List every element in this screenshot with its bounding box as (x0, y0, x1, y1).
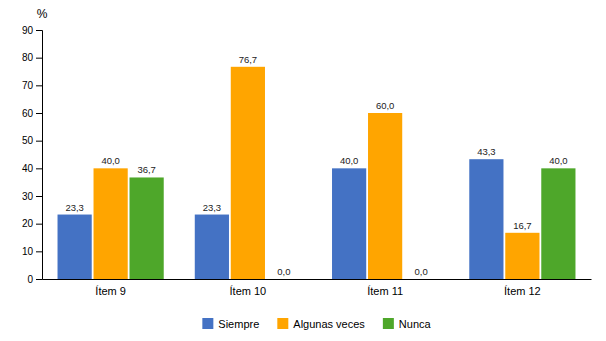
tick: Ítem 9 (95, 279, 126, 297)
series (130, 168, 576, 279)
tick-label: Ítem 12 (504, 285, 541, 297)
data-label: 23,3 (203, 202, 222, 213)
legend-item: Siempre (202, 318, 259, 330)
legend-item: Algunas veces (277, 318, 365, 330)
legend-swatch (202, 318, 213, 329)
tick-mark (36, 168, 42, 169)
bar (404, 279, 438, 280)
bars (58, 67, 576, 279)
data-label: 40,0 (549, 155, 568, 166)
tick: 40 (22, 163, 42, 174)
tick: 0 (27, 274, 42, 285)
tick: Ítem 11 (367, 279, 403, 297)
tick-mark (36, 113, 42, 114)
bar (541, 168, 575, 279)
data-label: 43,3 (477, 146, 496, 157)
tick-label: 30 (22, 191, 34, 202)
legend-label: Algunas veces (293, 318, 365, 330)
tick-label: 90 (22, 25, 34, 36)
tick-label: 80 (22, 52, 34, 63)
bar (368, 113, 402, 279)
tick-mark (36, 30, 42, 31)
bar (94, 168, 128, 279)
tick-label: 0 (27, 274, 33, 285)
bar (231, 67, 265, 279)
data-label: 36,7 (137, 164, 156, 175)
legend-label: Siempre (218, 318, 259, 330)
tick: 90 (22, 25, 42, 36)
legend-swatch (383, 318, 394, 329)
tick-mark (36, 58, 42, 59)
tick-mark (36, 251, 42, 252)
series (58, 159, 504, 279)
tick-label: Ítem 9 (95, 285, 126, 297)
tick-mark (36, 196, 42, 197)
data-label: 0,0 (415, 266, 428, 277)
tick: 20 (22, 218, 42, 229)
tick-label: 70 (22, 80, 34, 91)
legend-swatch (277, 318, 288, 329)
tick: 80 (22, 52, 42, 63)
tick: 50 (22, 135, 42, 146)
data-label: 60,0 (376, 100, 395, 111)
tick-mark (36, 85, 42, 86)
tick-label: 10 (22, 246, 34, 257)
bar (195, 215, 229, 279)
y-axis: 0 10 20 30 40 50 60 70 80 90 (22, 25, 43, 285)
x-axis: Ítem 9 Ítem 10 Ítem 11 Ítem 12 (43, 279, 592, 297)
data-labels: 23,3 23,3 40,0 43,3 40,0 76,7 60,0 16,7 36,7 0,0 0… (65, 54, 567, 277)
chart: 0102030405060708090Ítem 9Ítem 10Ítem 11Í… (0, 0, 606, 341)
tick-label: 50 (22, 135, 34, 146)
tick-label: Ítem 11 (367, 285, 403, 297)
series (94, 67, 540, 279)
axis-title: % (37, 7, 48, 21)
data-label: 40,0 (340, 155, 359, 166)
bar (267, 279, 301, 280)
tick-mark (36, 224, 42, 225)
data-label: 40,0 (101, 155, 120, 166)
tick-mark (36, 141, 42, 142)
bar (332, 168, 366, 279)
tick-label: 60 (22, 108, 34, 119)
tick: Ítem 12 (504, 279, 541, 297)
tick: 70 (22, 80, 42, 91)
tick-label: 40 (22, 163, 34, 174)
legend-label: Nunca (399, 318, 432, 330)
axis-line (36, 31, 43, 280)
legend-item: Nunca (383, 318, 432, 330)
tick-label: 20 (22, 218, 34, 229)
tick-mark (36, 279, 42, 280)
bar (58, 215, 92, 279)
axis-line (43, 279, 592, 280)
tick: Ítem 10 (230, 279, 267, 297)
legend: Siempre Algunas veces Nunca (202, 318, 431, 330)
data-label: 76,7 (239, 54, 258, 65)
tick: 10 (22, 246, 42, 257)
data-label: 16,7 (513, 220, 532, 231)
data-label: 23,3 (65, 202, 84, 213)
bar (469, 159, 503, 279)
tick: 30 (22, 191, 42, 202)
bar (130, 177, 164, 279)
bar (505, 233, 539, 279)
tick-label: Ítem 10 (230, 285, 267, 297)
tick: 60 (22, 108, 42, 119)
data-label: 0,0 (277, 266, 290, 277)
plot: 0102030405060708090Ítem 9Ítem 10Ítem 11Í… (22, 25, 592, 297)
